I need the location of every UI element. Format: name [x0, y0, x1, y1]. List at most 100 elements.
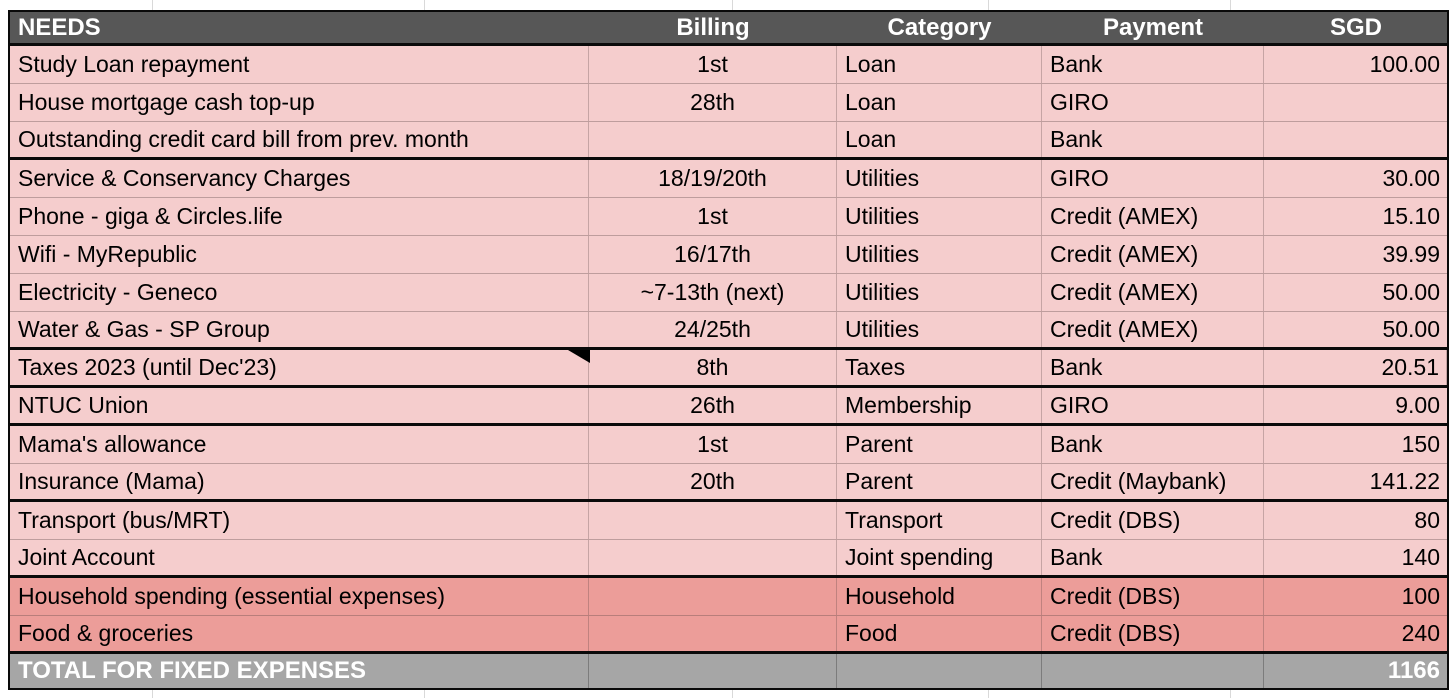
cell-payment[interactable]: Bank [1042, 426, 1264, 463]
table-row: Taxes 2023 (until Dec'23) 8th Taxes Bank 20.… [10, 350, 1447, 388]
cell-needs[interactable]: Study Loan repayment [10, 46, 589, 83]
cell-category[interactable]: Utilities [837, 236, 1042, 273]
cell-billing[interactable] [589, 122, 837, 157]
cell-category[interactable]: Utilities [837, 274, 1042, 311]
cell-payment[interactable]: Bank [1042, 122, 1264, 157]
cell-billing[interactable] [589, 540, 837, 575]
cell-payment[interactable]: GIRO [1042, 388, 1264, 423]
cell-billing[interactable]: 20th [589, 464, 837, 499]
cell-billing[interactable]: 24/25th [589, 312, 837, 347]
cell-billing[interactable] [589, 578, 837, 615]
column-header-category[interactable]: Category [887, 13, 992, 41]
cell-sgd[interactable]: 15.10 [1382, 203, 1440, 229]
cell-sgd[interactable] [1264, 122, 1447, 157]
cell-sgd[interactable]: 140 [1401, 544, 1440, 570]
table-row: Food & groceries Food Credit (DBS) 240 [10, 616, 1447, 654]
cell-sgd[interactable]: 50.00 [1382, 316, 1440, 342]
cell-payment[interactable]: Bank [1042, 540, 1264, 575]
table-row: Mama's allowance 1st Parent Bank 150 [10, 426, 1447, 464]
cell-needs[interactable]: Mama's allowance [10, 426, 589, 463]
total-cell-billing[interactable] [589, 654, 837, 688]
cell-category[interactable]: Loan [837, 46, 1042, 83]
cell-needs[interactable]: House mortgage cash top-up [10, 84, 589, 121]
cell-billing[interactable]: 1st [589, 426, 837, 463]
cell-needs[interactable]: Insurance (Mama) [10, 464, 589, 499]
cell-billing[interactable]: 18/19/20th [589, 160, 837, 197]
cell-needs[interactable]: Electricity - Geneco [10, 274, 589, 311]
cell-flag-triangle-icon[interactable] [568, 350, 590, 363]
cell-billing[interactable]: 26th [589, 388, 837, 423]
column-header-sgd[interactable]: SGD [1329, 13, 1382, 41]
total-cell-payment[interactable] [1042, 654, 1264, 688]
margin-gridline [732, 690, 733, 698]
margin-gridline [732, 0, 733, 10]
cell-sgd[interactable] [1264, 84, 1447, 121]
total-cell-needs[interactable]: TOTAL FOR FIXED EXPENSES [10, 654, 589, 688]
cell-category[interactable]: Utilities [837, 198, 1042, 235]
expenses-table: NEEDS Billing Category Payment SGD Study Loan… [8, 10, 1449, 690]
cell-needs[interactable]: Household spending (essential expenses) [10, 578, 589, 615]
cell-billing[interactable]: 8th [589, 350, 837, 385]
cell-needs[interactable]: Phone - giga & Circles.life [10, 198, 589, 235]
cell-payment[interactable]: Bank [1042, 46, 1264, 83]
cell-billing[interactable]: 1st [589, 46, 837, 83]
cell-category[interactable]: Loan [837, 84, 1042, 121]
cell-needs[interactable]: Joint Account [10, 540, 589, 575]
cell-payment[interactable]: Credit (AMEX) [1042, 236, 1264, 273]
cell-category[interactable]: Transport [837, 502, 1042, 539]
cell-needs[interactable]: NTUC Union [10, 388, 589, 423]
cell-billing[interactable]: 16/17th [589, 236, 837, 273]
cell-payment[interactable]: GIRO [1042, 160, 1264, 197]
cell-sgd[interactable]: 240 [1401, 620, 1440, 646]
cell-sgd[interactable]: 20.51 [1264, 350, 1447, 385]
cell-category[interactable]: Parent [837, 464, 1042, 499]
cell-category[interactable]: Membership [837, 388, 1042, 423]
cell-sgd[interactable]: 141.22 [1369, 468, 1440, 494]
cell-category[interactable]: Parent [837, 426, 1042, 463]
cell-payment[interactable]: Credit (DBS) [1042, 578, 1264, 615]
cell-category[interactable]: Household [837, 578, 1042, 615]
cell-sgd[interactable]: 80 [1414, 507, 1440, 533]
cell-payment[interactable]: Credit (Maybank) [1042, 464, 1264, 499]
cell-needs[interactable]: Service & Conservancy Charges [10, 160, 589, 197]
total-cell-sgd[interactable]: 1166 [1387, 657, 1440, 684]
cell-payment[interactable]: Credit (AMEX) [1042, 198, 1264, 235]
cell-needs[interactable]: Taxes 2023 (until Dec'23) [10, 350, 589, 385]
cell-needs[interactable]: Water & Gas - SP Group [10, 312, 589, 347]
column-header-payment[interactable]: Payment [1102, 13, 1204, 41]
cell-needs[interactable]: Transport (bus/MRT) [10, 502, 589, 539]
cell-billing[interactable] [589, 616, 837, 651]
cell-category[interactable]: Utilities [837, 160, 1042, 197]
cell-sgd[interactable]: 30.00 [1382, 165, 1440, 191]
cell-payment[interactable]: GIRO [1042, 84, 1264, 121]
cell-payment[interactable]: Credit (AMEX) [1042, 312, 1264, 347]
cell-sgd[interactable]: 150 [1401, 431, 1440, 457]
total-cell-category[interactable] [837, 654, 1042, 688]
cell-category[interactable]: Taxes [837, 350, 1042, 385]
column-header-needs[interactable]: NEEDS [18, 13, 101, 41]
column-header-billing[interactable]: Billing [676, 13, 750, 41]
cell-needs[interactable]: Wifi - MyRepublic [10, 236, 589, 273]
cell-payment[interactable]: Bank [1042, 350, 1264, 385]
cell-needs[interactable]: Outstanding credit card bill from prev. … [10, 122, 589, 157]
cell-sgd[interactable]: 9.00 [1395, 392, 1440, 418]
cell-payment[interactable]: Credit (AMEX) [1042, 274, 1264, 311]
cell-billing[interactable]: ~7-13th (next) [589, 274, 837, 311]
cell-billing[interactable]: 28th [589, 84, 837, 121]
cell-billing[interactable] [589, 502, 837, 539]
cell-sgd[interactable]: 100.00 [1369, 51, 1440, 77]
table-row: Electricity - Geneco ~7-13th (next) Utilit… [10, 274, 1447, 312]
cell-payment[interactable]: Credit (DBS) [1042, 502, 1264, 539]
cell-sgd[interactable]: 100 [1401, 583, 1440, 609]
cell-category[interactable]: Utilities [837, 312, 1042, 347]
total-row: TOTAL FOR FIXED EXPENSES 1166 [10, 654, 1447, 688]
table-row: Water & Gas - SP Group 24/25th Utilities Cr… [10, 312, 1447, 350]
cell-category[interactable]: Joint spending [837, 540, 1042, 575]
cell-category[interactable]: Loan [837, 122, 1042, 157]
cell-sgd[interactable]: 39.99 [1382, 241, 1440, 267]
cell-category[interactable]: Food [837, 616, 1042, 651]
cell-sgd[interactable]: 50.00 [1382, 279, 1440, 305]
cell-billing[interactable]: 1st [589, 198, 837, 235]
cell-payment[interactable]: Credit (DBS) [1042, 616, 1264, 651]
cell-needs[interactable]: Food & groceries [10, 616, 589, 651]
